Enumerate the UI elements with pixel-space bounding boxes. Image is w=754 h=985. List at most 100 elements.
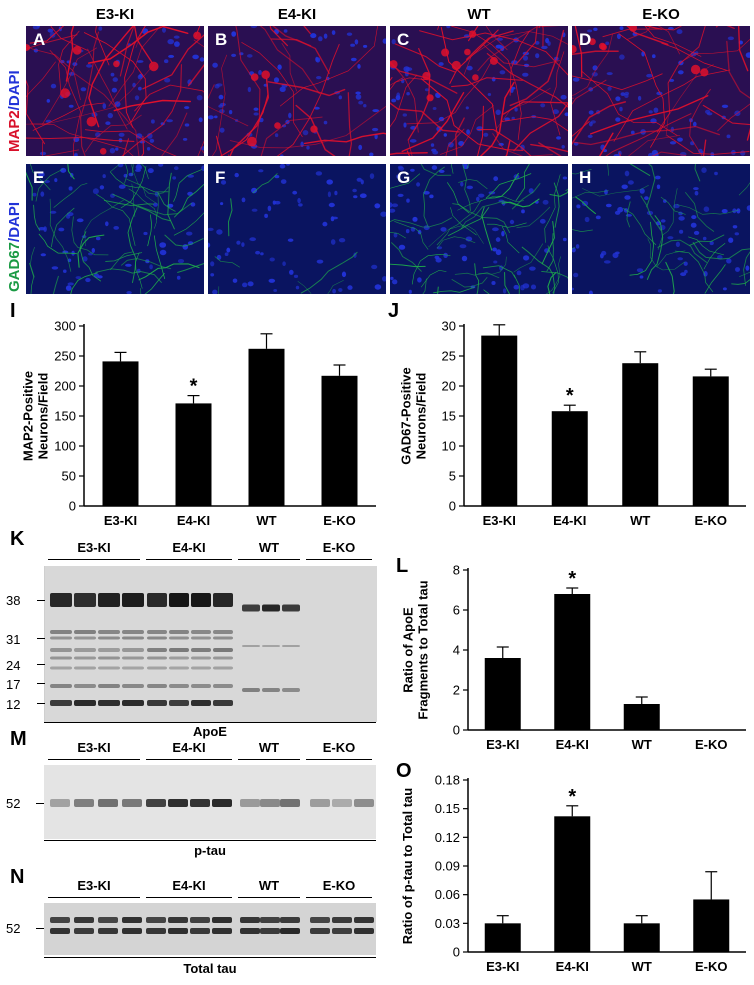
neurite [71, 216, 109, 256]
nucleus [461, 255, 468, 262]
nucleus [47, 28, 54, 33]
nucleus [476, 126, 484, 132]
nucleus [438, 62, 444, 66]
neurite [110, 171, 169, 193]
blot-band [168, 917, 188, 923]
neurite [269, 26, 289, 47]
nucleus [587, 29, 593, 33]
neurite [155, 194, 159, 220]
nucleus [192, 54, 199, 60]
dapi-nuclei [208, 164, 386, 294]
neurite [702, 104, 750, 126]
nucleus [502, 288, 507, 294]
nucleus [684, 269, 688, 274]
group-underline [146, 759, 232, 760]
nucleus [242, 282, 248, 288]
nucleus [705, 109, 711, 114]
nucleus [435, 92, 439, 98]
blot-image [45, 566, 377, 722]
neurite [449, 29, 499, 84]
neurite [144, 273, 165, 294]
neurite [26, 64, 154, 125]
blot-band [190, 928, 210, 934]
nucleus [75, 276, 82, 280]
blot-band [242, 688, 260, 692]
nucleus [493, 260, 498, 264]
nucleus [283, 29, 288, 33]
blot-band [280, 928, 300, 934]
nucleus [355, 94, 362, 100]
neurite [629, 221, 655, 276]
nucleus [164, 59, 169, 64]
nucleus [293, 274, 299, 278]
blot-band [169, 648, 189, 652]
neurite [157, 191, 176, 212]
neurite [516, 26, 538, 65]
neurite [466, 30, 514, 60]
nucleus [330, 216, 335, 222]
nucleus [520, 284, 525, 291]
neurite [626, 201, 631, 228]
y-axis-label: Ratio of p-tau to Total tau [400, 788, 415, 945]
nucleus [369, 173, 375, 179]
nucleus [352, 188, 357, 193]
nucleus [357, 64, 361, 69]
nucleus [76, 218, 84, 223]
nucleus [228, 110, 233, 115]
nucleus [322, 221, 328, 227]
nucleus [279, 164, 286, 169]
neurite [300, 251, 358, 294]
panel-letter-n: N [10, 866, 25, 888]
neurite [656, 250, 686, 268]
y-tick-label: 25 [442, 349, 456, 364]
gad67-label: GAD67 [6, 241, 23, 292]
blot-band [191, 666, 211, 670]
neurite [547, 245, 559, 294]
neuron-soma [86, 116, 97, 127]
nucleus [134, 95, 140, 101]
blot-band [74, 917, 94, 923]
nucleus [735, 267, 740, 272]
neurite [113, 99, 192, 112]
panel-letter-j: J [388, 300, 400, 322]
nucleus [219, 127, 225, 133]
nucleus [39, 180, 44, 184]
neuron-soma [451, 60, 461, 71]
nucleus [577, 204, 581, 209]
neurite [44, 149, 80, 156]
nucleus [406, 198, 410, 203]
neurite [501, 198, 540, 208]
row-label-gad67-dapi: GAD67/DAPI [6, 202, 23, 292]
nucleus [196, 95, 203, 101]
blot-band [122, 917, 142, 923]
neurite [67, 164, 75, 180]
nucleus [251, 208, 258, 212]
nucleus [446, 26, 451, 29]
blot-band [122, 700, 144, 706]
neuron-soma [422, 71, 431, 81]
nucleus [260, 252, 264, 256]
neurite [141, 135, 145, 156]
neurite [457, 195, 524, 211]
x-category-label: E-KO [323, 513, 356, 528]
nucleus [218, 94, 224, 100]
nucleus [424, 88, 430, 92]
nucleus [97, 275, 103, 279]
neurite [347, 92, 353, 156]
nucleus [151, 119, 155, 124]
nucleus [564, 112, 568, 117]
neurite [731, 279, 750, 285]
nucleus [247, 86, 252, 93]
neurite [252, 173, 278, 194]
map2-label: MAP2 [6, 110, 23, 152]
nucleus [390, 202, 393, 208]
nucleus [466, 129, 470, 135]
neurite [665, 261, 675, 294]
neurite [135, 26, 147, 48]
neurite [674, 250, 714, 293]
neurite [660, 196, 686, 215]
y-axis-label: Neurons/Field [414, 373, 429, 460]
neurite [553, 182, 560, 228]
blot-band [74, 666, 96, 670]
blot-band [169, 593, 189, 607]
